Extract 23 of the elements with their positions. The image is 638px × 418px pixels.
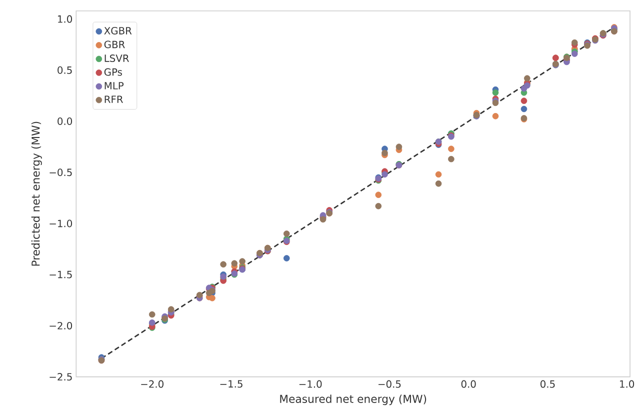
legend-label: XGBR: [104, 26, 132, 34]
x-axis-title: Measured net energy (MW): [280, 394, 426, 405]
x-tick-label: 0.0: [461, 380, 476, 388]
y-tick-label: 0.0: [58, 117, 72, 125]
legend-label: LSVR: [104, 54, 129, 62]
x-tick-label: 0.5: [540, 380, 555, 388]
legend-label: RFR: [104, 96, 124, 103]
x-tick-label: −2.0: [141, 380, 164, 388]
legend-label: GBR: [104, 40, 125, 48]
x-tick-label: −1.5: [220, 380, 242, 388]
y-tick-label: −2.0: [50, 322, 72, 330]
legend-label: MLP: [104, 82, 124, 90]
x-tick-label: −0.5: [378, 380, 401, 388]
legend-label: GPs: [104, 68, 122, 76]
y-tick-label: −1.0: [50, 220, 72, 228]
y-tick-label: 0.5: [58, 66, 72, 74]
x-tick-label: 1.0: [620, 380, 634, 388]
y-axis-title: Predicted net energy (MW): [31, 122, 42, 266]
y-tick-label: 1.0: [58, 15, 72, 23]
y-tick-label: −1.5: [50, 270, 72, 278]
y-tick-label: −2.5: [50, 372, 72, 380]
y-tick-label: −0.5: [50, 168, 72, 176]
x-tick-label: −1.0: [299, 380, 322, 388]
